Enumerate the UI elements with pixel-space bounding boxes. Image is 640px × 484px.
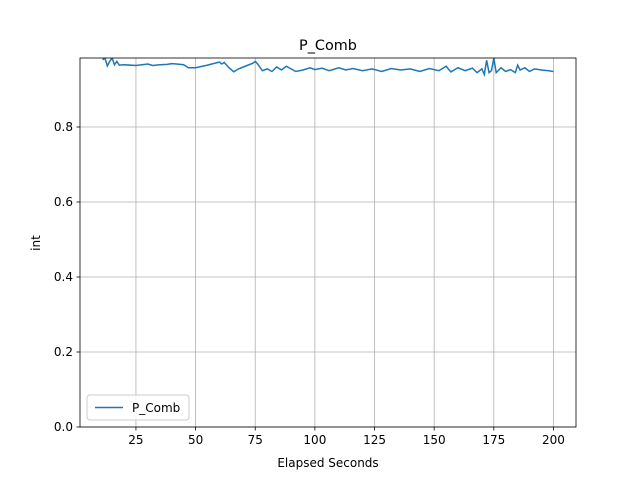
legend-label: P_Comb	[132, 401, 180, 415]
x-tick-label: 150	[423, 433, 446, 447]
y-tick-label: 0.2	[54, 345, 73, 359]
x-tick-label: 175	[482, 433, 505, 447]
x-tick-label: 75	[248, 433, 263, 447]
plot-frame	[79, 57, 577, 428]
x-axis-label: Elapsed Seconds	[277, 456, 378, 470]
y-tick-label: 0.4	[54, 270, 73, 284]
chart-title: P_Comb	[299, 38, 357, 54]
x-tick-label: 200	[542, 433, 565, 447]
x-tick-label: 50	[188, 433, 203, 447]
y-axis-label: int	[29, 235, 43, 251]
y-tick-label: 0.6	[54, 195, 73, 209]
x-tick-label: 100	[303, 433, 326, 447]
x-tick-label: 25	[128, 433, 143, 447]
y-tick-label: 0.0	[54, 420, 73, 434]
legend-box	[86, 394, 190, 421]
data-line	[102, 58, 554, 78]
x-tick-label: 125	[363, 433, 386, 447]
y-tick-label: 0.8	[54, 120, 73, 134]
